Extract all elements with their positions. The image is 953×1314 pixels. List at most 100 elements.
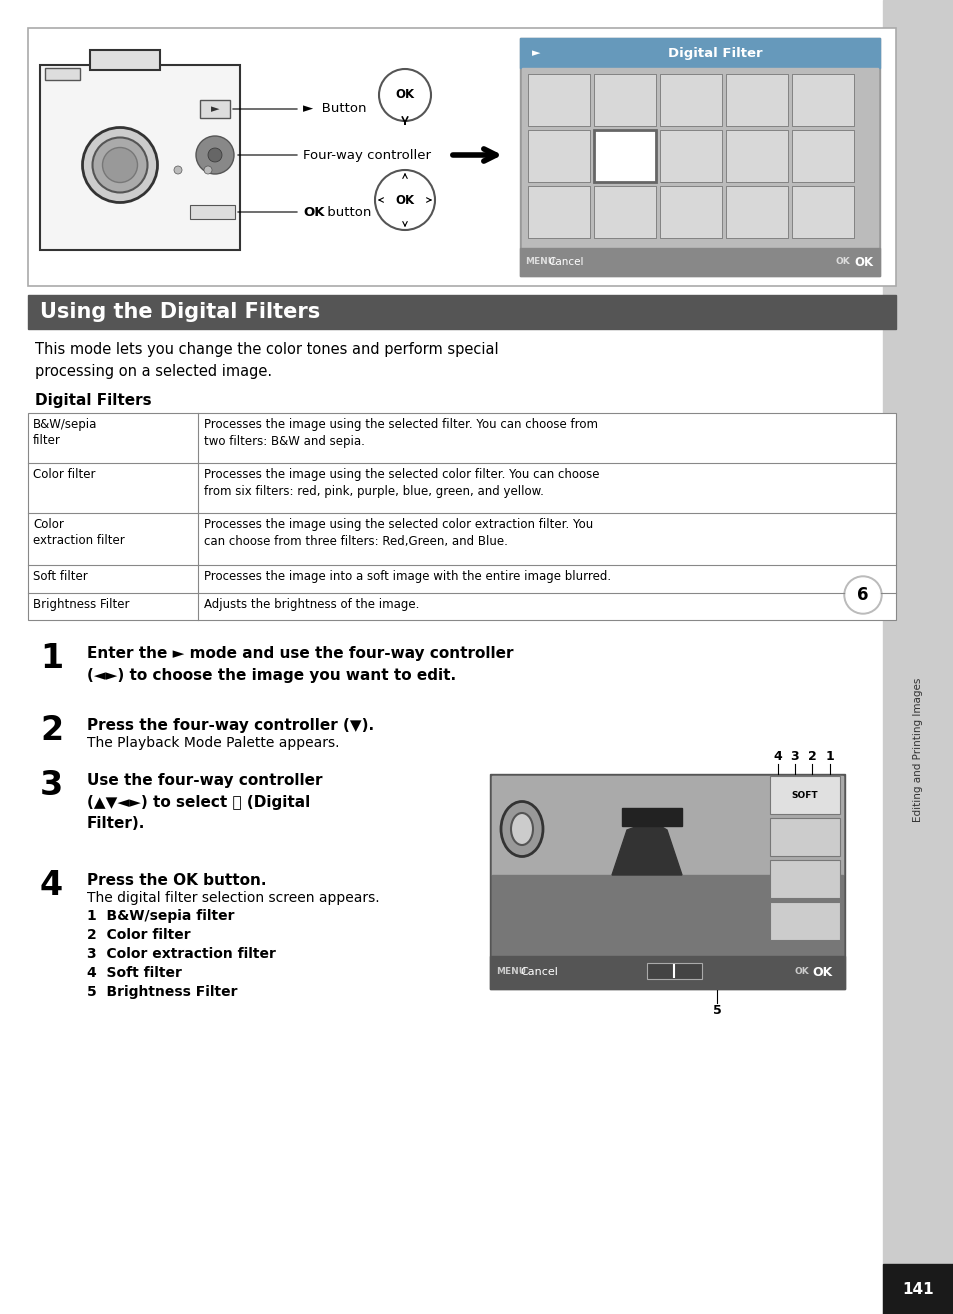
Text: 2: 2 xyxy=(807,749,816,762)
Bar xyxy=(659,130,721,183)
Text: 2  Color filter: 2 Color filter xyxy=(87,928,191,942)
Ellipse shape xyxy=(92,138,148,192)
Text: SOFT: SOFT xyxy=(791,791,818,799)
Ellipse shape xyxy=(208,148,222,162)
Bar xyxy=(28,28,895,286)
Ellipse shape xyxy=(102,147,137,183)
Ellipse shape xyxy=(204,166,212,173)
Bar xyxy=(594,187,656,238)
Text: Adjusts the brightness of the image.: Adjusts the brightness of the image. xyxy=(204,598,419,611)
Text: OK: OK xyxy=(303,205,324,218)
Bar xyxy=(769,901,840,940)
Text: MENU: MENU xyxy=(524,258,555,267)
Text: 1: 1 xyxy=(824,749,834,762)
Text: Color filter: Color filter xyxy=(33,468,95,481)
Text: The Playback Mode Palette appears.: The Playback Mode Palette appears. xyxy=(87,736,339,750)
Text: Processes the image using the selected color filter. You can choose
from six fil: Processes the image using the selected c… xyxy=(204,468,598,498)
Bar xyxy=(519,38,879,276)
Text: ►: ► xyxy=(532,49,540,58)
Ellipse shape xyxy=(511,813,533,845)
Bar xyxy=(791,187,853,238)
Bar xyxy=(527,130,589,183)
Text: OK: OK xyxy=(811,966,831,979)
Bar xyxy=(40,64,240,250)
Text: 4  Soft filter: 4 Soft filter xyxy=(87,966,182,980)
Text: 4: 4 xyxy=(40,869,63,901)
Text: Enter the ► mode and use the four-way controller
(◄►) to choose the image you wa: Enter the ► mode and use the four-way co… xyxy=(87,646,513,682)
Bar xyxy=(492,777,842,957)
Text: 5  Brightness Filter: 5 Brightness Filter xyxy=(87,986,237,999)
Text: 1  B&W/sepia filter: 1 B&W/sepia filter xyxy=(87,909,234,922)
Bar xyxy=(659,74,721,126)
Bar xyxy=(646,963,701,979)
Text: Processes the image into a soft image with the entire image blurred.: Processes the image into a soft image wi… xyxy=(204,570,611,583)
Text: Cancel: Cancel xyxy=(519,967,558,978)
Text: Processes the image using the selected color extraction filter. You
can choose f: Processes the image using the selected c… xyxy=(204,518,593,548)
Bar xyxy=(725,74,787,126)
Ellipse shape xyxy=(375,170,435,230)
Text: Digital Filters: Digital Filters xyxy=(35,393,152,409)
Text: OK: OK xyxy=(853,255,872,268)
Ellipse shape xyxy=(845,578,879,612)
Text: 3: 3 xyxy=(40,769,63,802)
Ellipse shape xyxy=(378,70,431,121)
Text: Processes the image using the selected filter. You can choose from
two filters: : Processes the image using the selected f… xyxy=(204,418,598,448)
Bar xyxy=(519,248,879,276)
Bar xyxy=(769,819,840,855)
Text: MENU: MENU xyxy=(496,967,525,976)
Bar xyxy=(527,74,589,126)
Bar xyxy=(621,808,681,827)
Bar xyxy=(190,205,234,219)
Text: Editing and Printing Images: Editing and Printing Images xyxy=(913,678,923,823)
Bar xyxy=(769,777,840,813)
Bar xyxy=(769,859,840,897)
Ellipse shape xyxy=(843,576,882,614)
Text: The digital filter selection screen appears.: The digital filter selection screen appe… xyxy=(87,891,379,905)
Ellipse shape xyxy=(82,127,157,202)
Bar xyxy=(28,413,895,620)
Bar xyxy=(791,130,853,183)
Text: Press the OK button.: Press the OK button. xyxy=(87,872,266,888)
Bar xyxy=(527,187,589,238)
Ellipse shape xyxy=(173,166,182,173)
Text: Digital Filter: Digital Filter xyxy=(667,46,761,59)
Text: OK: OK xyxy=(395,193,415,206)
Ellipse shape xyxy=(195,137,233,173)
Bar xyxy=(725,187,787,238)
Bar xyxy=(492,777,842,875)
Text: Color
extraction filter: Color extraction filter xyxy=(33,518,125,547)
Bar xyxy=(200,100,230,118)
Bar xyxy=(882,1264,953,1314)
Polygon shape xyxy=(612,821,681,875)
Bar xyxy=(492,875,842,957)
Bar xyxy=(519,38,879,68)
Bar xyxy=(490,774,844,989)
Bar xyxy=(490,957,844,989)
Text: Using the Digital Filters: Using the Digital Filters xyxy=(40,302,320,322)
Bar xyxy=(45,68,80,80)
Bar xyxy=(594,130,656,183)
Bar xyxy=(521,68,877,248)
Text: 5: 5 xyxy=(712,1004,720,1017)
Text: OK: OK xyxy=(395,88,415,101)
Text: ►  Button: ► Button xyxy=(303,102,366,116)
Text: Brightness Filter: Brightness Filter xyxy=(33,598,130,611)
Bar xyxy=(725,130,787,183)
Text: 1: 1 xyxy=(40,643,63,675)
Text: 3  Color extraction filter: 3 Color extraction filter xyxy=(87,947,275,961)
Bar xyxy=(882,0,953,1314)
Text: Cancel: Cancel xyxy=(547,258,583,267)
Text: Press the four-way controller (▼).: Press the four-way controller (▼). xyxy=(87,717,374,733)
Text: 2: 2 xyxy=(40,714,63,746)
Bar xyxy=(594,74,656,126)
Text: 4: 4 xyxy=(773,749,781,762)
Ellipse shape xyxy=(500,802,542,857)
Text: OK: OK xyxy=(835,258,850,267)
Text: Four-way controller: Four-way controller xyxy=(303,148,431,162)
Text: Soft filter: Soft filter xyxy=(33,570,88,583)
Text: B&W/sepia
filter: B&W/sepia filter xyxy=(33,418,97,447)
Text: 141: 141 xyxy=(902,1281,933,1297)
Text: button: button xyxy=(323,205,371,218)
Bar xyxy=(28,296,895,328)
Bar xyxy=(791,74,853,126)
